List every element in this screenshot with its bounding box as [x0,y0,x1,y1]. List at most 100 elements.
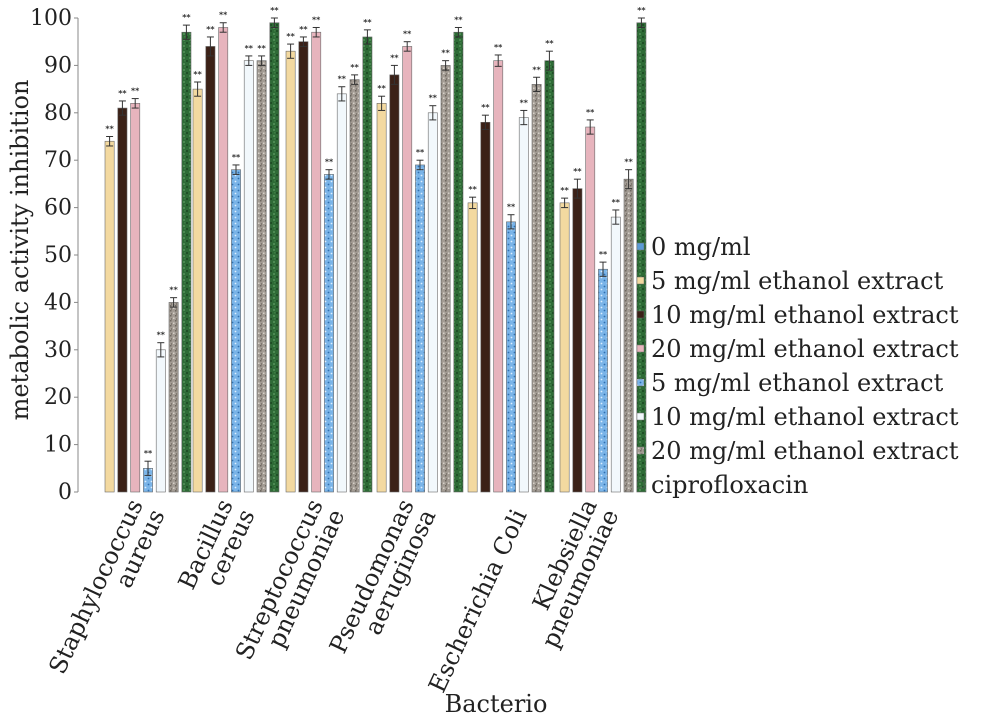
y-tick-label: 30 [44,338,72,363]
significance-marker: ** [286,32,295,41]
bar [362,36,373,493]
significance-marker: ** [105,125,114,134]
significance-marker: ** [377,84,386,93]
significance-marker: ** [637,6,646,15]
bar [544,60,555,493]
significance-marker: ** [232,153,241,162]
bar [440,65,451,493]
significance-marker: ** [193,70,202,79]
legend-swatch [636,276,645,285]
significance-marker: ** [118,89,127,98]
significance-marker: ** [429,94,438,103]
significance-marker: ** [612,198,621,207]
bar [218,27,229,493]
significance-marker: ** [206,25,215,34]
significance-marker: ** [325,158,334,167]
bar [506,221,516,493]
legend-label: ciprofloxacin [651,471,808,499]
significance-marker: ** [169,286,178,295]
y-tick-labels: 0 10 20 30 40 50 60 70 80 90 100 [30,6,78,505]
bar [168,302,179,493]
significance-marker: ** [219,11,228,20]
significance-marker: ** [363,18,372,27]
bar [155,349,166,493]
bar [415,164,425,493]
legend-label: 10 mg/ml ethanol extract [651,403,959,431]
y-axis-title: metabolic activity inhibition [6,80,34,421]
legend-label: 5 mg/ml ethanol extract [651,267,944,295]
significance-marker: ** [532,65,541,74]
x-axis-title: Bacterio [445,690,548,718]
bar [349,79,360,493]
bar [572,188,583,493]
bar [130,103,141,493]
legend-label: 10 mg/ml ethanol extract [651,301,959,329]
y-tick-label: 60 [44,196,72,221]
bar [298,41,309,493]
y-tick-label: 20 [44,385,72,410]
bar [585,126,596,493]
legend-label: 0 mg/ml [651,233,751,261]
significance-marker: ** [403,30,412,39]
significance-marker: ** [270,6,279,15]
y-tick-label: 70 [44,148,72,173]
legend-swatch [636,378,645,387]
bar [324,174,334,493]
bar-groups: ** ** ** ** ** ** ** ** ** ** ** ** ** ** ** ** ** ** ** **… [104,6,647,493]
category-label-line: Escherichia Coli [423,505,533,697]
bar [480,121,491,493]
bar [336,93,347,493]
significance-marker: ** [299,25,308,34]
bar [389,74,400,493]
bar [453,31,464,493]
significance-marker: ** [350,63,359,72]
significance-marker: ** [441,49,450,58]
bar [376,103,387,493]
significance-marker: ** [144,449,153,458]
legend-label: 20 mg/ml ethanol extract [651,437,959,465]
significance-marker: ** [390,53,399,62]
bar [285,50,296,493]
bar [427,112,438,493]
significance-marker: ** [157,331,166,340]
legend-swatch [636,344,645,353]
bar [311,31,322,493]
y-tick-label: 90 [44,53,72,78]
significance-marker: ** [599,250,608,259]
legend-swatch [636,310,645,319]
significance-marker: ** [312,15,321,24]
category-label: Escherichia Coli [423,505,533,697]
bar [256,60,267,493]
significance-marker: ** [468,185,477,194]
y-tick-label: 100 [30,6,72,31]
bar [623,178,634,493]
y-tick-label: 50 [44,243,72,268]
significance-marker: ** [520,98,529,107]
bar [531,84,542,493]
legend-swatch [636,412,645,421]
significance-marker: ** [257,44,266,53]
y-tick-label: 40 [44,290,72,315]
bar [205,46,216,493]
bar [636,22,647,493]
significance-marker: ** [494,43,503,52]
significance-marker: ** [416,148,425,157]
bar [231,169,241,493]
bar [402,46,413,493]
significance-marker: ** [560,186,569,195]
legend-label: 5 mg/ml ethanol extract [651,369,944,397]
legend-swatch [636,446,645,455]
y-tick-label: 0 [58,480,72,505]
significance-marker: ** [454,15,463,24]
legend-label: 20 mg/ml ethanol extract [651,335,959,363]
bar [518,117,529,493]
bar [104,140,115,493]
significance-marker: ** [245,44,254,53]
significance-marker: ** [545,39,554,48]
legend-swatch [636,480,645,489]
bar [269,22,280,493]
